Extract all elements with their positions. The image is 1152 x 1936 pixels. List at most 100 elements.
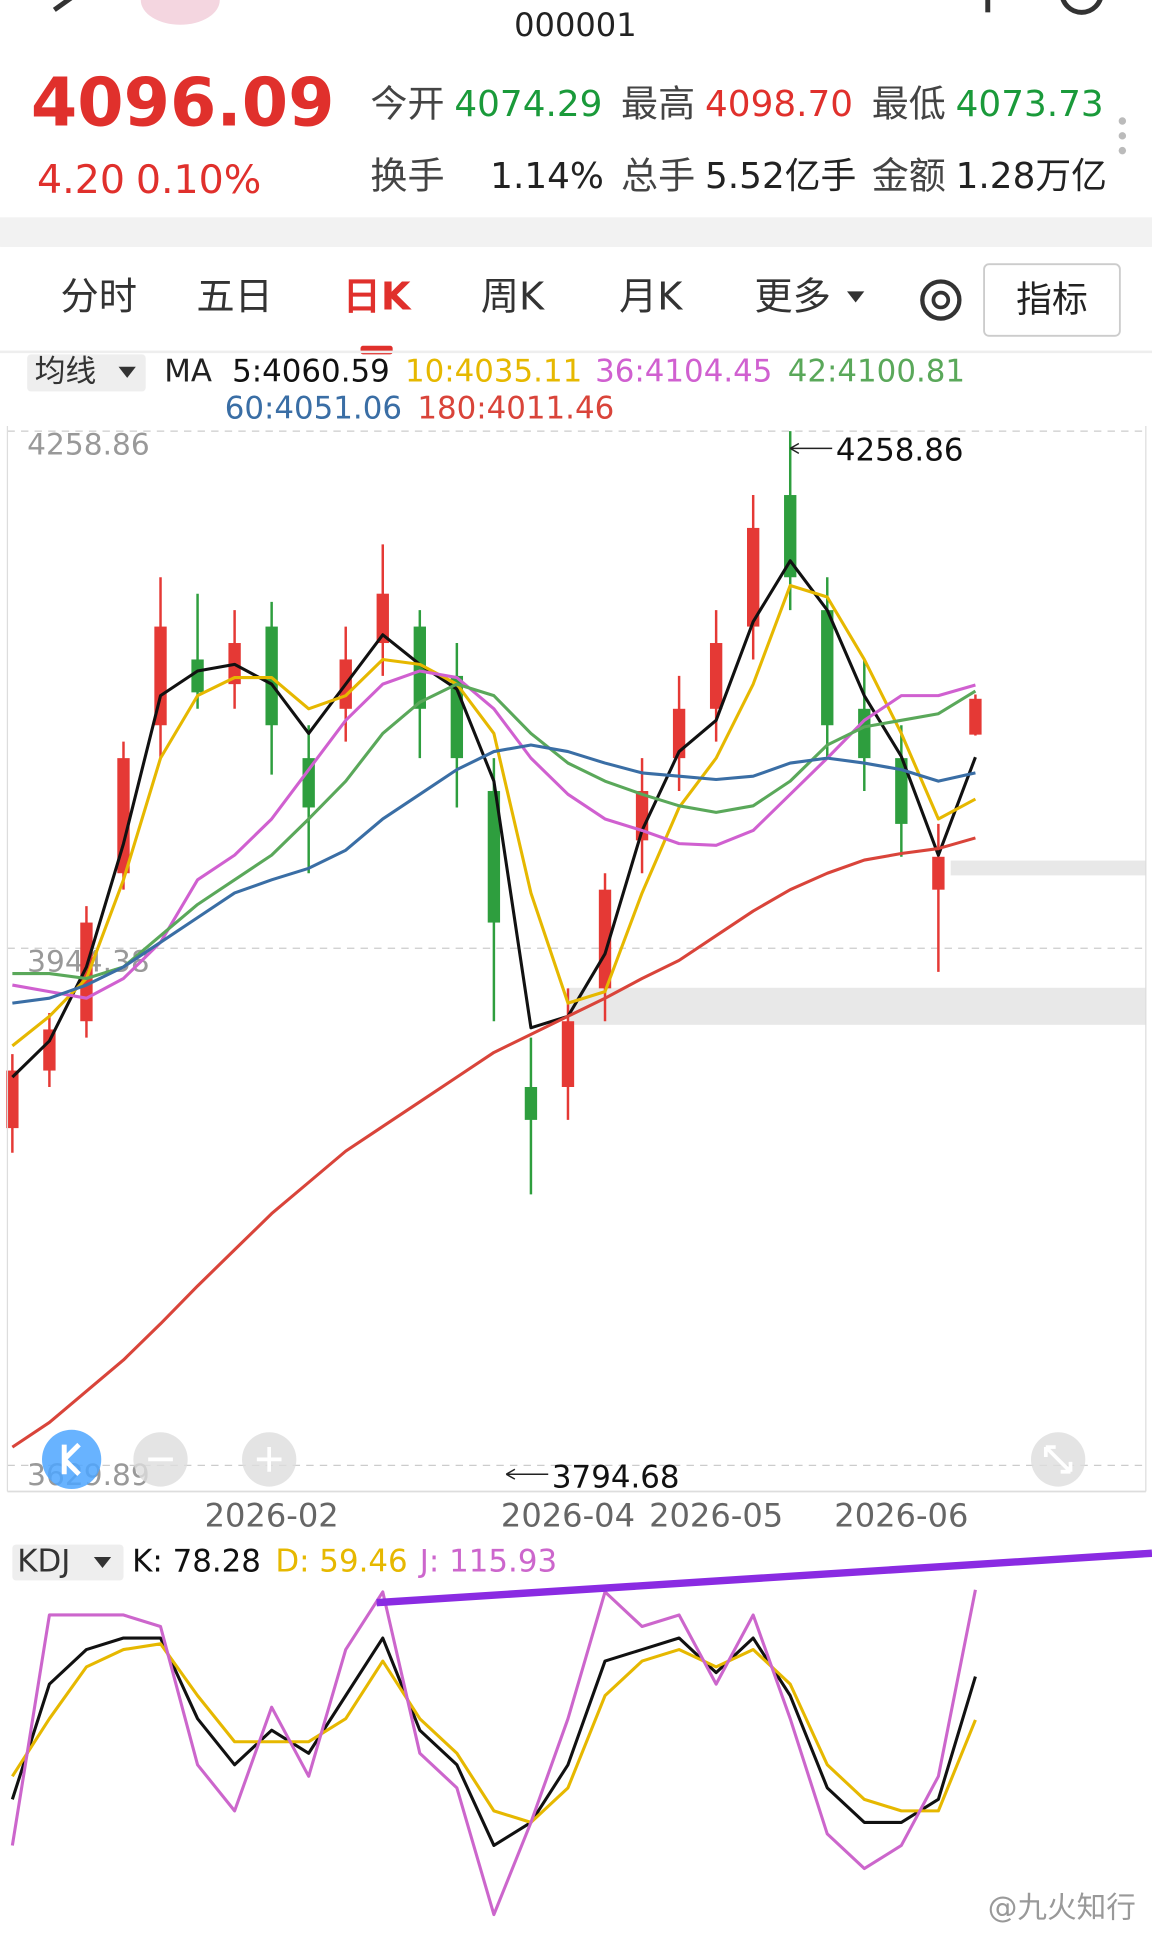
y-tick-label: 4258.86 — [27, 426, 150, 461]
candle-body — [376, 593, 389, 644]
more-dot — [1118, 132, 1127, 140]
ma-selector[interactable] — [27, 354, 146, 392]
period-tabs: 分时 五日 日K 周K 月K 更多 — [61, 274, 865, 355]
annotation-arrow — [789, 442, 833, 455]
candle-body — [932, 856, 945, 890]
kdj-chart — [10, 1589, 977, 1917]
x-tick-label: 2026-05 — [649, 1496, 783, 1534]
stat-value: 1.14% — [490, 156, 604, 197]
stat-value: 1.28万亿 — [956, 156, 1107, 197]
legend-entry: 10:4035.11 — [405, 353, 582, 389]
candle-body — [191, 659, 204, 693]
back-button[interactable] — [52, 0, 73, 12]
x-tick-label: 2026-06 — [834, 1496, 968, 1534]
price-change: 4.20 — [37, 157, 125, 203]
candle-body — [561, 1021, 575, 1087]
legend-entry: 5:4060.59 — [232, 353, 390, 389]
candle-body — [672, 708, 686, 759]
candle-body — [709, 643, 723, 709]
ma-line — [12, 669, 976, 1000]
gear[interactable] — [920, 279, 962, 321]
indicator-button-label: 指标 — [1016, 279, 1088, 320]
candle-body — [265, 626, 278, 726]
k-button[interactable] — [41, 1429, 102, 1490]
stat-value: 5.52亿手 — [705, 156, 856, 197]
x-tick-label: 2026-02 — [205, 1496, 339, 1534]
legend-entry: 180:4011.46 — [417, 390, 614, 426]
tab[interactable]: 月K — [619, 274, 683, 319]
settings-icon[interactable] — [920, 279, 962, 321]
kdj-selector[interactable] — [12, 1544, 124, 1581]
candle-body — [487, 791, 501, 923]
page-title: 000001 — [514, 6, 637, 44]
stat-label: 最高 — [621, 83, 695, 126]
dropdown-caret — [118, 366, 136, 378]
ma-line — [12, 682, 977, 981]
kdj-line — [10, 1589, 977, 1917]
kdj-selector-label: KDJ — [17, 1544, 70, 1580]
price-zone — [567, 987, 1146, 1025]
stat-label: 最低 — [872, 83, 946, 126]
candle-body — [117, 758, 130, 874]
tab[interactable]: 五日 — [196, 274, 273, 319]
stat-label: 今开 — [370, 83, 444, 126]
price-change-pct: 0.10% — [136, 157, 261, 203]
gear-hub — [931, 290, 951, 310]
candle-body — [6, 1070, 19, 1129]
max-annotation: 4258.86 — [836, 433, 964, 469]
legend-entry: D: 59.46 — [275, 1544, 407, 1580]
legend-entry: J: 115.93 — [418, 1544, 557, 1580]
kdj-line — [10, 1636, 977, 1848]
stat-label: 总手 — [621, 154, 695, 197]
tab[interactable]: 分时 — [61, 274, 138, 319]
avatar[interactable] — [140, 0, 220, 25]
k-glyph — [61, 1442, 81, 1476]
trend-annotation — [376, 1549, 1152, 1607]
candle-body — [302, 758, 315, 808]
candle-body — [969, 698, 982, 735]
price-zone — [950, 860, 1146, 876]
ma-line — [11, 583, 977, 1048]
separator — [0, 217, 1152, 247]
stat-label: 换手 — [370, 154, 444, 197]
indicator-button[interactable] — [983, 263, 1121, 337]
legend-entry: 42:4100.81 — [788, 353, 965, 389]
more-dot — [1118, 146, 1127, 155]
annotation-arrow — [505, 1468, 549, 1480]
stat-value: 4073.73 — [956, 84, 1104, 125]
more-dot — [1118, 117, 1127, 125]
last-price: 4096.09 — [31, 63, 335, 141]
candle-body — [858, 708, 871, 759]
stat-value: 4098.70 — [705, 84, 853, 125]
legend-entry: K: 78.28 — [132, 1544, 261, 1580]
quote-stats: 今开 4074.29 最高 4098.70 最低 4073.73 换手 1.14% 总手 5.52… — [370, 83, 1107, 198]
dropdown-caret — [847, 291, 865, 303]
candle-body — [43, 1029, 56, 1071]
candle-body — [154, 626, 167, 726]
candle-body — [80, 922, 93, 1022]
expand-glyph — [1043, 1445, 1073, 1474]
candle-body — [524, 1086, 538, 1120]
stat-value: 4074.29 — [454, 84, 602, 125]
stat-label: 金额 — [872, 154, 946, 197]
legend-entry: 60:4051.06 — [225, 390, 402, 426]
ma-selector-label: 均线 — [35, 353, 97, 389]
search-icon[interactable] — [1060, 0, 1103, 15]
x-tick-label: 2026-04 — [501, 1496, 635, 1534]
candle-body — [413, 626, 426, 709]
ma-line — [11, 836, 976, 1449]
candle-body — [784, 495, 797, 578]
min-annotation: 3794.68 — [552, 1460, 680, 1496]
tab[interactable]: 周K — [481, 274, 545, 319]
ma-line — [12, 743, 976, 1005]
tab[interactable]: 日K — [343, 274, 412, 319]
kdj-line — [11, 1642, 977, 1824]
legend-entry: 36:4104.45 — [595, 353, 772, 389]
watermark: @九火知行 — [988, 1889, 1136, 1924]
tab[interactable]: 更多 — [754, 274, 831, 319]
dropdown-caret — [93, 1556, 112, 1569]
ma-prefix: MA — [164, 353, 212, 389]
plus-glyph — [256, 1447, 282, 1472]
